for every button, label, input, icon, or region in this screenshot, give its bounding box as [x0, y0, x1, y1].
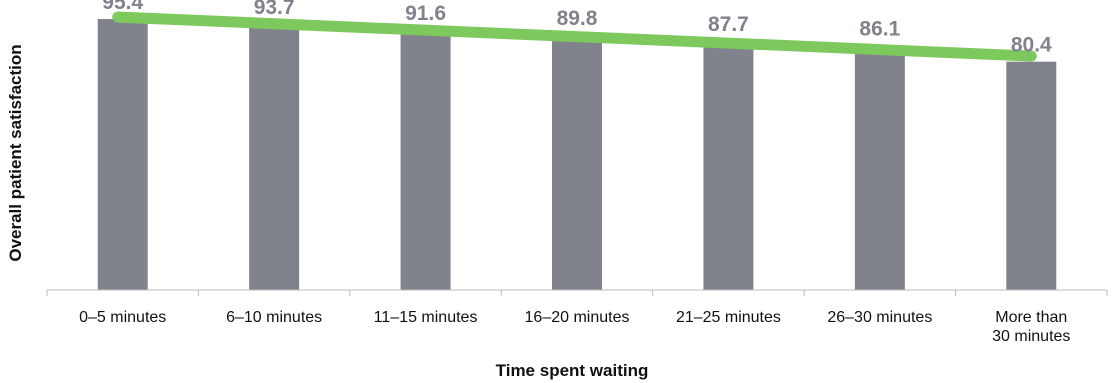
data-label: 91.6 [405, 2, 446, 25]
data-label: 87.7 [708, 13, 749, 36]
x-axis-label: Time spent waiting [496, 361, 649, 380]
bar [703, 40, 754, 290]
bar [400, 29, 451, 291]
bar [1006, 61, 1057, 290]
x-tick-label: 16–20 minutes [525, 309, 630, 326]
x-tick-label: 6–10 minutes [226, 309, 322, 326]
trend-line [112, 11, 1037, 62]
y-axis-label: Overall patient satisfaction [6, 44, 25, 261]
data-label: 86.1 [859, 17, 900, 40]
x-tick-label: 21–25 minutes [676, 309, 781, 326]
x-tick-label: More than 30 minutes [992, 309, 1070, 345]
data-label: 95.4 [102, 0, 143, 14]
bar [249, 23, 300, 291]
bar [552, 34, 602, 290]
bars-group [97, 19, 1057, 291]
bar [854, 45, 905, 291]
x-ticks-group [46, 290, 1108, 296]
bar [97, 19, 148, 291]
x-tick-label: 11–15 minutes [374, 309, 478, 326]
x-tick-label: 26–30 minutes [827, 309, 932, 326]
data-label: 80.4 [1011, 34, 1052, 57]
data-label: 89.8 [557, 7, 598, 30]
x-tick-label: 0–5 minutes [79, 309, 166, 326]
x-tick-labels-group: 0–5 minutes 6–10 minutes 11–15 minutes 16–2… [79, 309, 1070, 345]
data-labels-group: 95.4 93.7 91.6 89.8 87.7 86.1 80.4 [102, 0, 1052, 57]
data-label: 93.7 [254, 0, 295, 19]
